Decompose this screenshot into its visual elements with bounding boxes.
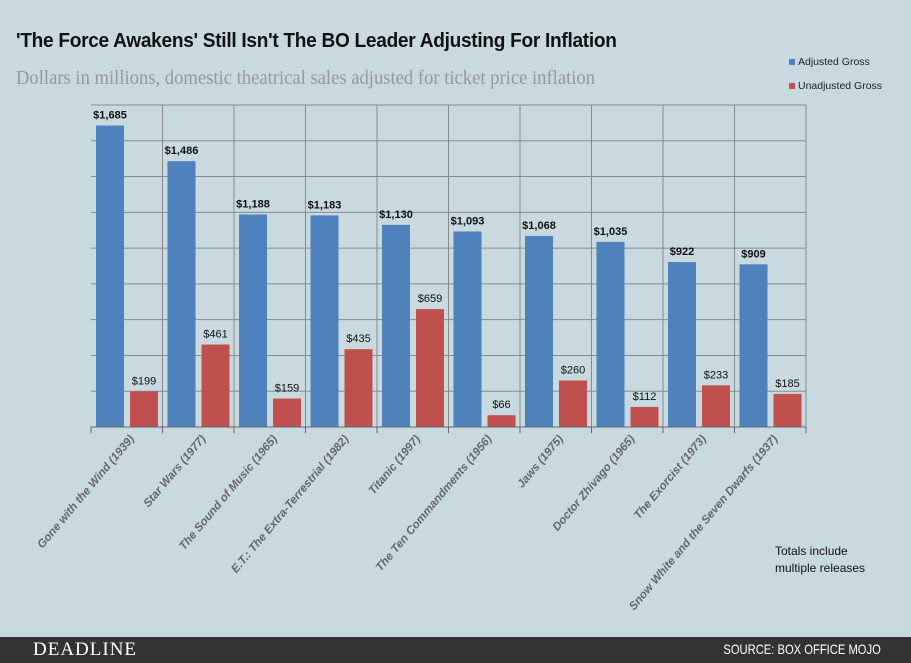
bar-adjusted bbox=[167, 161, 196, 427]
bar-unadjusted bbox=[487, 415, 516, 427]
bar-adjusted bbox=[382, 224, 410, 427]
data-label: $1,188 bbox=[236, 198, 270, 210]
legend-label-adjusted: Adjusted Gross bbox=[798, 56, 870, 68]
bar-unadjusted bbox=[559, 380, 587, 427]
data-label: $199 bbox=[132, 375, 156, 387]
footer-bar: DEADLINE SOURCE: BOX OFFICE MOJO bbox=[0, 637, 911, 663]
data-label: $922 bbox=[670, 246, 694, 258]
bar-adjusted bbox=[525, 235, 553, 427]
data-label: $159 bbox=[275, 383, 299, 395]
source-credit: SOURCE: BOX OFFICE MOJO bbox=[723, 641, 881, 657]
data-label: $1,183 bbox=[308, 199, 342, 211]
data-label: $185 bbox=[775, 378, 799, 390]
chart-title: 'The Force Awakens' Still Isn't The BO L… bbox=[16, 29, 617, 52]
data-label: $909 bbox=[741, 248, 765, 260]
data-label: $1,486 bbox=[165, 145, 199, 157]
data-label: $66 bbox=[492, 399, 510, 411]
data-label: $1,130 bbox=[379, 209, 413, 221]
data-label: $233 bbox=[704, 369, 728, 381]
x-tick-label: Doctor Zhivago (1965) bbox=[551, 433, 638, 533]
bar-unadjusted bbox=[201, 344, 230, 427]
legend-label-unadjusted: Unadjusted Gross bbox=[798, 80, 883, 92]
x-tick-label: The Exorcist (1973) bbox=[632, 433, 709, 522]
data-label: $435 bbox=[346, 333, 370, 345]
x-tick-label: Gone with the Wind (1939) bbox=[36, 433, 138, 551]
data-label: $1,068 bbox=[522, 220, 556, 232]
bar-adjusted bbox=[668, 262, 696, 427]
x-tick-label: Snow White and the Seven Dwarfs (1937) bbox=[627, 433, 780, 613]
bar-unadjusted bbox=[273, 398, 301, 427]
bar-unadjusted bbox=[773, 393, 802, 427]
x-tick-label: Titanic (1997) bbox=[367, 433, 423, 497]
x-tick-label: E.T.: The Extra-Terrestrial (1982) bbox=[229, 433, 351, 575]
chart-subtitle: Dollars in millions, domestic theatrical… bbox=[16, 67, 596, 89]
data-label: $461 bbox=[203, 329, 227, 341]
data-label: $1,035 bbox=[594, 226, 628, 238]
legend-swatch-unadjusted bbox=[789, 83, 795, 89]
legend-item-adjusted: Adjusted Gross bbox=[789, 56, 870, 68]
legend-item-unadjusted: Unadjusted Gross bbox=[789, 80, 882, 92]
bar-unadjusted bbox=[702, 385, 730, 427]
bar-unadjusted bbox=[344, 349, 373, 427]
bar-adjusted bbox=[96, 125, 124, 428]
bar-unadjusted bbox=[130, 391, 158, 427]
data-label: $1,093 bbox=[451, 215, 485, 227]
bar-adjusted bbox=[739, 264, 768, 427]
data-label: $260 bbox=[561, 364, 585, 376]
x-tick-label: The Ten Commandments (1956) bbox=[374, 433, 495, 574]
data-label: $659 bbox=[418, 293, 442, 305]
data-label: $112 bbox=[633, 391, 657, 403]
bar-adjusted bbox=[453, 231, 482, 427]
bar-unadjusted bbox=[630, 406, 659, 427]
footnote: Totals include multiple releases bbox=[775, 543, 865, 577]
data-label: $1,685 bbox=[93, 110, 127, 122]
bar-adjusted bbox=[239, 214, 267, 427]
x-tick-label: Star Wars (1977) bbox=[142, 433, 209, 510]
footnote-line: Totals include bbox=[775, 544, 848, 558]
legend-swatch-adjusted bbox=[789, 59, 795, 65]
brand-logo: DEADLINE bbox=[33, 639, 138, 660]
footnote-line: multiple releases bbox=[775, 561, 866, 575]
bar-adjusted bbox=[310, 215, 339, 427]
x-tick-label: Jaws (1975) bbox=[515, 433, 566, 490]
bar-unadjusted bbox=[416, 309, 444, 427]
bar-adjusted bbox=[596, 241, 625, 427]
